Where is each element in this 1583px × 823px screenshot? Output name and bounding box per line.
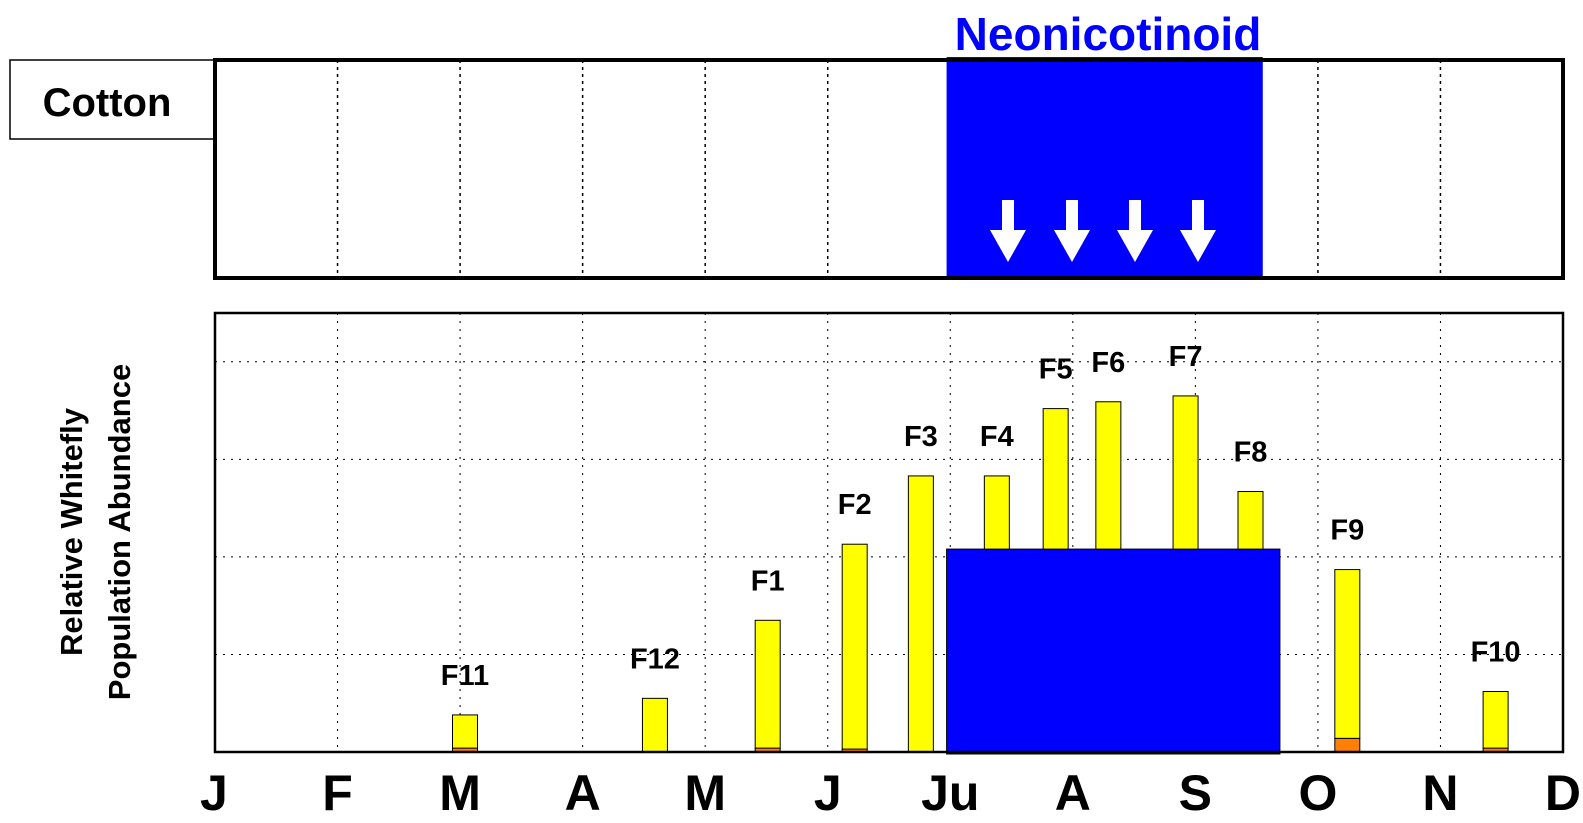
bar-segment bbox=[754, 619, 781, 749]
bar-label: F8 bbox=[1234, 437, 1268, 469]
x-tick-label: Ju bbox=[921, 765, 979, 821]
crop-label: Cotton bbox=[43, 81, 172, 125]
x-tick-label: J bbox=[814, 765, 842, 821]
bar-label: F12 bbox=[630, 643, 680, 675]
treatment-label: Neonicotinoid bbox=[955, 8, 1262, 60]
x-tick-label: A bbox=[565, 765, 601, 821]
bar-segment bbox=[1334, 569, 1361, 739]
x-tick-label: M bbox=[439, 765, 481, 821]
bar-segment bbox=[841, 543, 868, 750]
bar-label: F5 bbox=[1039, 354, 1073, 386]
x-tick-label: O bbox=[1298, 765, 1337, 821]
bar-segment bbox=[907, 475, 934, 753]
bar-label: F3 bbox=[904, 421, 938, 453]
x-tick-label: N bbox=[1422, 765, 1458, 821]
x-tick-label: F bbox=[322, 765, 353, 821]
crop-box bbox=[9, 59, 216, 140]
application-arrow bbox=[1054, 200, 1090, 262]
bar-segment bbox=[641, 697, 668, 753]
bar-segment bbox=[451, 714, 478, 749]
bar-label: F1 bbox=[751, 565, 785, 597]
bar-segment bbox=[1482, 691, 1509, 749]
bar-label: F11 bbox=[441, 660, 489, 692]
application-arrow bbox=[990, 200, 1026, 262]
x-tick-label: M bbox=[684, 765, 726, 821]
treatment-period bbox=[946, 57, 1263, 278]
bar-label: F6 bbox=[1091, 347, 1125, 379]
bar-label: F4 bbox=[980, 421, 1014, 453]
plot-frame bbox=[213, 311, 1565, 754]
bar-segment bbox=[1334, 737, 1361, 753]
x-tick-label: D bbox=[1545, 765, 1581, 821]
y-axis-label: Population Abundance bbox=[102, 364, 137, 700]
x-tick-label: J bbox=[200, 765, 228, 821]
crop-panel bbox=[215, 60, 1563, 278]
y-axis-label: Relative Whitefly bbox=[54, 407, 89, 656]
x-tick-label: A bbox=[1055, 765, 1091, 821]
bar-label: F2 bbox=[838, 489, 872, 521]
application-arrow bbox=[1117, 200, 1153, 262]
bar-label: F7 bbox=[1169, 341, 1203, 373]
bar-label: F9 bbox=[1330, 515, 1364, 547]
bar-label: F10 bbox=[1471, 637, 1521, 669]
crop-frame bbox=[213, 58, 1565, 280]
x-tick-label: S bbox=[1179, 765, 1212, 821]
application-arrow bbox=[1180, 200, 1216, 262]
protection-period bbox=[946, 548, 1281, 755]
